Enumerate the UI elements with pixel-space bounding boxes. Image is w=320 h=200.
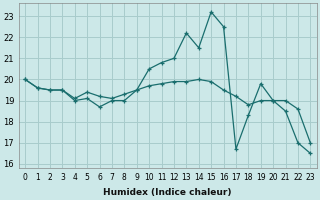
X-axis label: Humidex (Indice chaleur): Humidex (Indice chaleur) xyxy=(103,188,232,197)
